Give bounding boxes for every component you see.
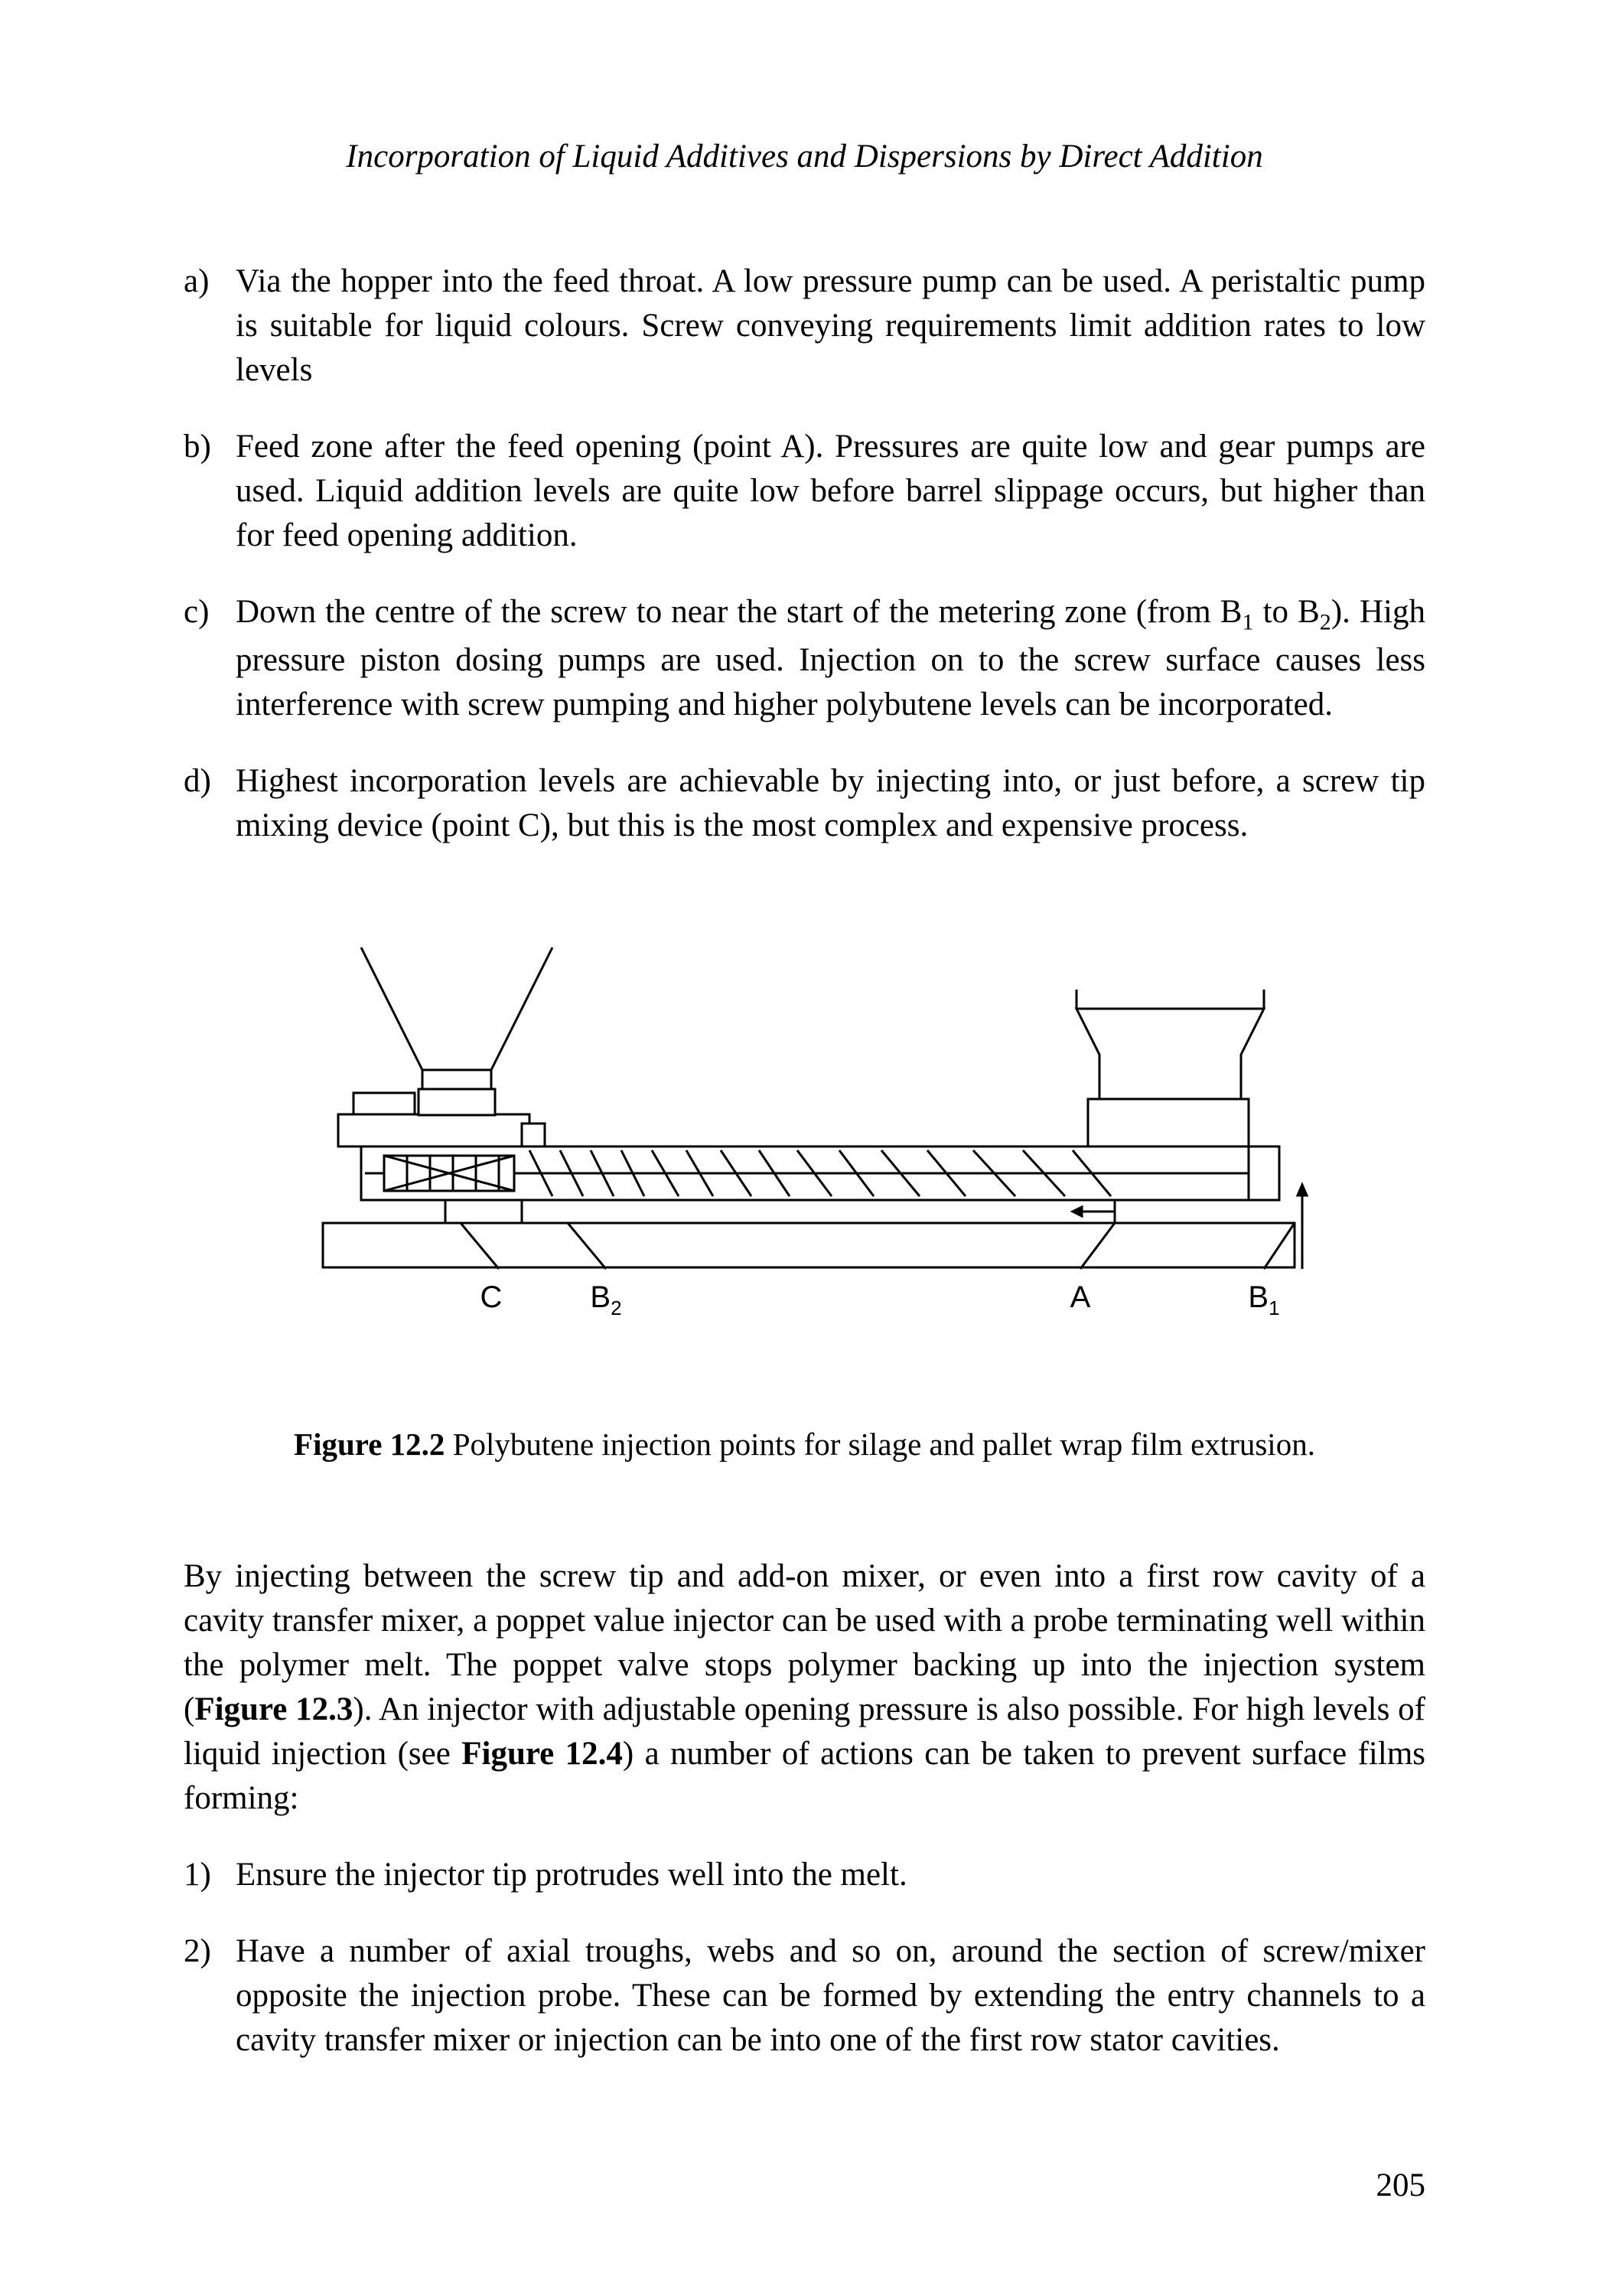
list-body: Via the hopper into the feed throat. A l… [236, 259, 1425, 393]
list-item-c: c) Down the centre of the screw to near … [184, 590, 1425, 726]
list-marker: 2) [184, 1929, 236, 2063]
figure-caption-text: Polybutene injection points for silage a… [445, 1427, 1315, 1462]
figure-ref: Figure 12.4 [461, 1736, 623, 1772]
list-body: Have a number of axial troughs, webs and… [236, 1929, 1425, 2063]
list-marker: 1) [184, 1853, 236, 1897]
figure-12-2: C B2 A B1 Figure 12.2 Polybutene injecti… [184, 917, 1425, 1463]
list-marker: d) [184, 759, 236, 848]
extruder-diagram-svg: C B2 A B1 [269, 917, 1340, 1391]
running-head: Incorporation of Liquid Additives and Di… [184, 138, 1425, 175]
list-body: Feed zone after the feed opening (point … [236, 425, 1425, 558]
body-paragraph: By injecting between the screw tip and a… [184, 1554, 1425, 1821]
subscript: 1 [1242, 609, 1253, 635]
list-item-b: b) Feed zone after the feed opening (poi… [184, 425, 1425, 558]
figure-caption: Figure 12.2 Polybutene injection points … [184, 1426, 1425, 1463]
figure-caption-label: Figure 12.2 [294, 1427, 445, 1462]
list-letter: a) Via the hopper into the feed throat. … [184, 259, 1425, 848]
list-body: Highest incorporation levels are achieva… [236, 759, 1425, 848]
list-marker: b) [184, 425, 236, 558]
figure-label-B1: B1 [1248, 1280, 1279, 1319]
list-item-d: d) Highest incorporation levels are achi… [184, 759, 1425, 848]
page-number: 205 [1376, 2167, 1426, 2204]
list-body: Down the centre of the screw to near the… [236, 590, 1425, 726]
list-item-2: 2) Have a number of axial troughs, webs … [184, 1929, 1425, 2063]
text: to B [1254, 594, 1320, 630]
subscript: 2 [1320, 609, 1331, 635]
list-body: Ensure the injector tip protrudes well i… [236, 1853, 1425, 1897]
figure-ref: Figure 12.3 [194, 1691, 353, 1727]
list-item-1: 1) Ensure the injector tip protrudes wel… [184, 1853, 1425, 1897]
list-marker: a) [184, 259, 236, 393]
list-numbered: 1) Ensure the injector tip protrudes wel… [184, 1853, 1425, 2063]
page: Incorporation of Liquid Additives and Di… [0, 0, 1609, 2296]
text: Down the centre of the screw to near the… [236, 594, 1242, 630]
figure-label-A: A [1070, 1280, 1090, 1314]
list-marker: c) [184, 590, 236, 726]
figure-label-C: C [480, 1280, 502, 1314]
list-item-a: a) Via the hopper into the feed throat. … [184, 259, 1425, 393]
figure-label-B2: B2 [590, 1280, 621, 1319]
